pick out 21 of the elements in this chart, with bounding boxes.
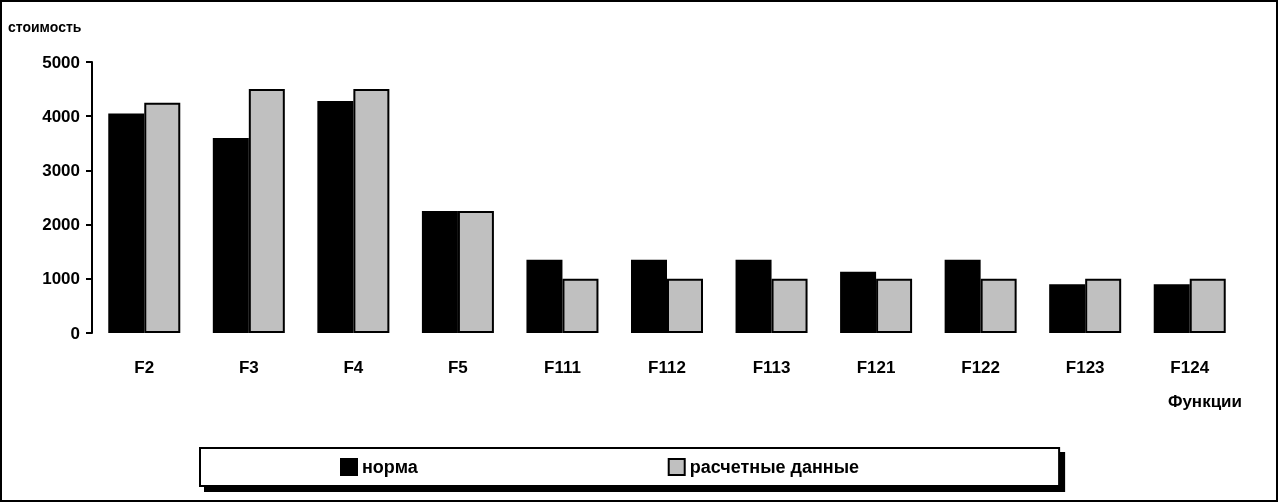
x-tick-label: F4 <box>343 358 364 377</box>
x-tick-label: F124 <box>1170 358 1210 377</box>
x-tick-label: F3 <box>238 358 259 377</box>
x-tick-label: F2 <box>134 358 155 377</box>
y-tick-label: 3000 <box>42 160 80 180</box>
y-tick-label: 4000 <box>42 106 80 126</box>
legend-label: расчетные данные <box>689 457 860 477</box>
x-tick-label: F111 <box>544 358 581 377</box>
x-axis-title: Функции <box>1167 392 1242 411</box>
y-tick-label: 2000 <box>42 215 80 235</box>
x-tick-label: F121 <box>856 358 896 377</box>
x-tick-label: F113 <box>752 358 791 377</box>
x-tick-label: F123 <box>1065 358 1105 377</box>
x-tick-label: F5 <box>447 358 468 377</box>
legend-label: норма <box>362 457 419 477</box>
x-tick-label: F112 <box>648 358 686 377</box>
y-tick-label: 1000 <box>42 269 80 289</box>
x-tick-label: F122 <box>961 358 1001 377</box>
y-tick-label: 0 <box>70 323 80 343</box>
y-axis-title: стоимость <box>8 19 82 35</box>
y-tick-label: 5000 <box>42 52 80 72</box>
